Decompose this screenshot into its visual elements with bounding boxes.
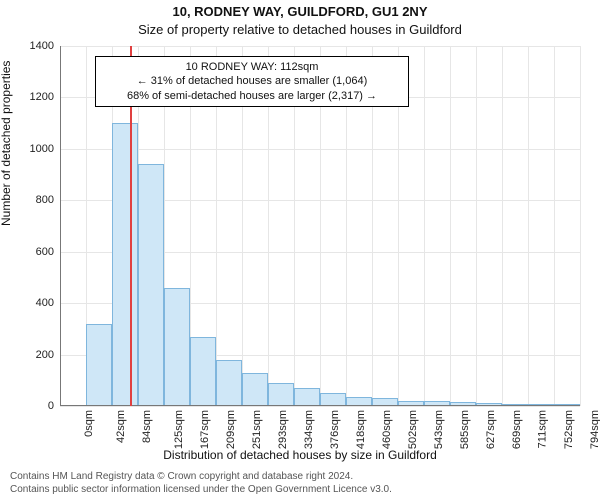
- x-tick-label: 0sqm: [83, 410, 95, 437]
- gridline-vertical: [554, 46, 555, 406]
- gridline-vertical: [476, 46, 477, 406]
- footer-attribution: Contains HM Land Registry data © Crown c…: [10, 471, 392, 496]
- x-axis-label: Distribution of detached houses by size …: [0, 448, 600, 462]
- gridline-vertical: [502, 46, 503, 406]
- gridline-vertical: [580, 46, 581, 406]
- x-tick-label: 125sqm: [173, 410, 185, 449]
- annotation-line: ← 31% of detached houses are smaller (1,…: [102, 74, 402, 88]
- y-tick-label: 600: [14, 246, 54, 258]
- chart-title-subtitle: Size of property relative to detached ho…: [0, 22, 600, 37]
- histogram-bar: [268, 383, 294, 406]
- histogram-bar: [112, 123, 138, 406]
- y-tick-label: 0: [14, 400, 54, 412]
- histogram-bar: [138, 164, 164, 406]
- x-tick-label: 42sqm: [115, 410, 127, 443]
- x-tick-label: 418sqm: [355, 410, 367, 449]
- gridline-horizontal: [60, 406, 580, 407]
- x-tick-label: 251sqm: [251, 410, 263, 449]
- y-tick-label: 1000: [14, 143, 54, 155]
- annotation-line: 10 RODNEY WAY: 112sqm: [102, 60, 402, 74]
- y-tick-label: 1200: [14, 91, 54, 103]
- y-tick-label: 800: [14, 194, 54, 206]
- x-tick-label: 376sqm: [329, 410, 341, 449]
- x-tick-label: 794sqm: [589, 410, 600, 449]
- x-tick-label: 585sqm: [459, 410, 471, 449]
- footer-line2: Contains public sector information licen…: [10, 484, 392, 497]
- y-axis-line: [60, 46, 61, 406]
- histogram-bar: [86, 324, 112, 406]
- gridline-vertical: [424, 46, 425, 406]
- x-tick-label: 460sqm: [381, 410, 393, 449]
- x-tick-label: 334sqm: [303, 410, 315, 449]
- x-tick-label: 167sqm: [199, 410, 211, 449]
- x-tick-label: 669sqm: [511, 410, 523, 449]
- annotation-line: 68% of semi-detached houses are larger (…: [102, 89, 402, 103]
- x-tick-label: 627sqm: [485, 410, 497, 449]
- histogram-bar: [242, 373, 268, 406]
- x-tick-label: 293sqm: [277, 410, 289, 449]
- x-tick-label: 502sqm: [407, 410, 419, 449]
- y-tick-label: 1400: [14, 40, 54, 52]
- histogram-bar: [190, 337, 216, 406]
- gridline-vertical: [528, 46, 529, 406]
- chart-title-address: 10, RODNEY WAY, GUILDFORD, GU1 2NY: [0, 4, 600, 19]
- y-axis-label: Number of detached properties: [0, 61, 13, 226]
- y-tick-label: 200: [14, 349, 54, 361]
- histogram-bar: [216, 360, 242, 406]
- x-tick-label: 209sqm: [225, 410, 237, 449]
- footer-line1: Contains HM Land Registry data © Crown c…: [10, 471, 392, 484]
- x-tick-label: 84sqm: [141, 410, 153, 443]
- x-axis-line: [60, 405, 580, 406]
- histogram-bar: [164, 288, 190, 406]
- histogram-bar: [294, 388, 320, 406]
- y-tick-label: 400: [14, 297, 54, 309]
- gridline-vertical: [450, 46, 451, 406]
- x-tick-label: 543sqm: [433, 410, 445, 449]
- annotation-box: 10 RODNEY WAY: 112sqm← 31% of detached h…: [95, 56, 409, 107]
- x-tick-label: 711sqm: [536, 410, 548, 448]
- x-tick-label: 752sqm: [563, 410, 575, 449]
